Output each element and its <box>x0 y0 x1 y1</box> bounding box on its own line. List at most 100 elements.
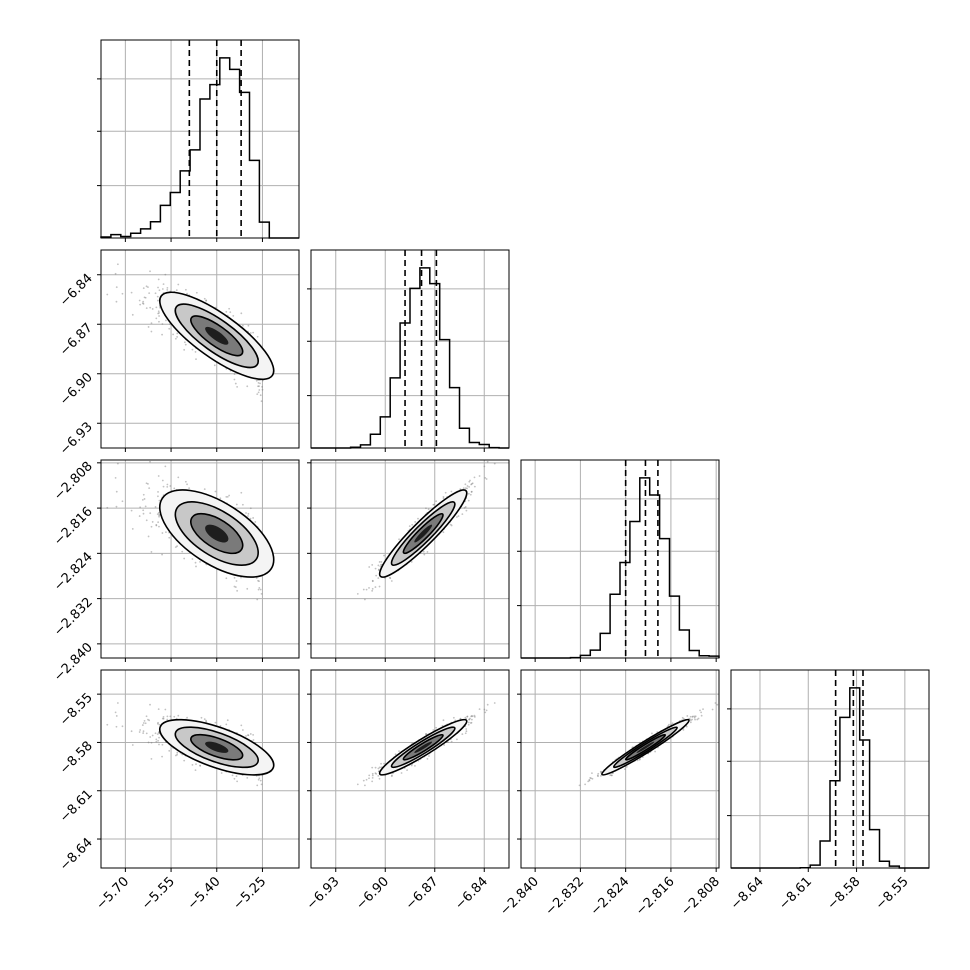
scatter-point <box>258 777 261 780</box>
scatter-point <box>173 487 176 490</box>
scatter-point <box>157 722 159 725</box>
scatter-point <box>157 495 159 498</box>
scatter-point <box>148 487 151 489</box>
scatter-point <box>145 715 148 718</box>
scatter-point <box>142 287 145 290</box>
scatter-point <box>149 703 151 706</box>
scatter-point <box>257 391 260 394</box>
panel-2-0: −2.840−2.832−2.824−2.816−2.808 <box>51 459 300 685</box>
scatter-point <box>260 783 263 786</box>
scatter-point <box>176 332 179 335</box>
xtick-label-3: −5.25 <box>230 874 269 913</box>
scatter-point <box>158 312 160 314</box>
scatter-point <box>435 500 438 503</box>
scatter-point <box>214 490 217 493</box>
scatter-point <box>161 479 164 482</box>
scatter-point <box>158 514 160 517</box>
scatter-point <box>470 483 473 486</box>
scatter-point <box>143 296 146 299</box>
scatter-point <box>261 388 264 391</box>
scatter-point <box>142 303 145 305</box>
scatter-point <box>141 302 144 305</box>
scatter-point <box>233 378 236 381</box>
scatter-point <box>114 476 117 479</box>
scatter-point <box>378 568 380 571</box>
scatter-point <box>161 755 163 758</box>
scatter-point <box>131 744 134 746</box>
scatter-point <box>203 488 206 490</box>
scatter-point <box>231 774 234 777</box>
scatter-point <box>256 335 259 338</box>
scatter-point <box>260 400 263 403</box>
scatter-point <box>389 577 392 580</box>
scatter-point <box>116 263 119 266</box>
scatter-point <box>484 476 487 479</box>
scatter-point <box>149 736 152 738</box>
scatter-point <box>147 286 149 289</box>
scatter-point <box>205 299 208 302</box>
scatter-point <box>408 525 411 528</box>
scatter-point <box>374 586 377 588</box>
scatter-point <box>256 393 259 396</box>
scatter-point <box>371 564 374 566</box>
scatter-point <box>162 716 165 718</box>
scatter-point <box>194 351 197 353</box>
scatter-point <box>151 521 154 523</box>
scatter-point <box>157 708 160 711</box>
scatter-point <box>478 475 481 477</box>
scatter-point <box>411 523 414 526</box>
scatter-point <box>195 291 198 294</box>
scatter-point <box>183 341 186 344</box>
scatter-point <box>142 509 145 512</box>
ytick-label-1: −8.61 <box>57 787 96 826</box>
scatter-point <box>142 730 145 733</box>
scatter-point <box>371 587 374 590</box>
scatter-point <box>225 577 228 580</box>
scatter-point <box>433 503 436 506</box>
scatter-point <box>162 283 165 286</box>
scatter-point <box>114 711 117 714</box>
scatter-point <box>130 291 133 294</box>
scatter-point <box>234 382 237 385</box>
scatter-point <box>465 509 468 512</box>
scatter-point <box>457 515 460 517</box>
scatter-point <box>158 525 160 528</box>
histogram-step <box>521 477 720 659</box>
scatter-point <box>172 333 175 336</box>
scatter-point <box>183 759 186 762</box>
scatter-point <box>168 749 171 752</box>
scatter-point <box>240 724 243 727</box>
scatter-point <box>144 296 147 299</box>
scatter-point <box>149 512 152 515</box>
scatter-point <box>191 558 194 560</box>
scatter-point <box>442 497 445 500</box>
scatter-point <box>158 736 160 739</box>
panel-frame <box>100 39 300 239</box>
scatter-point <box>131 313 134 316</box>
scatter-point <box>150 551 153 553</box>
scatter-point <box>374 567 377 570</box>
scatter-point <box>177 476 180 479</box>
scatter-point <box>144 722 147 725</box>
histogram-step <box>311 267 509 449</box>
scatter-point <box>150 758 153 760</box>
scatter-point <box>154 732 157 735</box>
scatter-point <box>371 580 374 583</box>
scatter-point <box>194 769 197 772</box>
scatter-point <box>226 495 229 498</box>
scatter-point <box>174 337 177 340</box>
scatter-point <box>191 348 194 351</box>
scatter-point <box>164 465 167 468</box>
panel-0-0 <box>97 39 300 242</box>
scatter-point <box>106 506 109 509</box>
scatter-point <box>115 300 118 303</box>
scatter-point <box>158 320 160 323</box>
scatter-point <box>449 523 452 526</box>
ytick-label-2: −2.824 <box>51 550 96 595</box>
scatter-point <box>177 714 180 717</box>
scatter-point <box>183 557 186 560</box>
histogram-step <box>100 57 299 239</box>
scatter-point <box>157 310 160 313</box>
scatter-point <box>245 735 247 737</box>
scatter-point <box>233 585 236 588</box>
